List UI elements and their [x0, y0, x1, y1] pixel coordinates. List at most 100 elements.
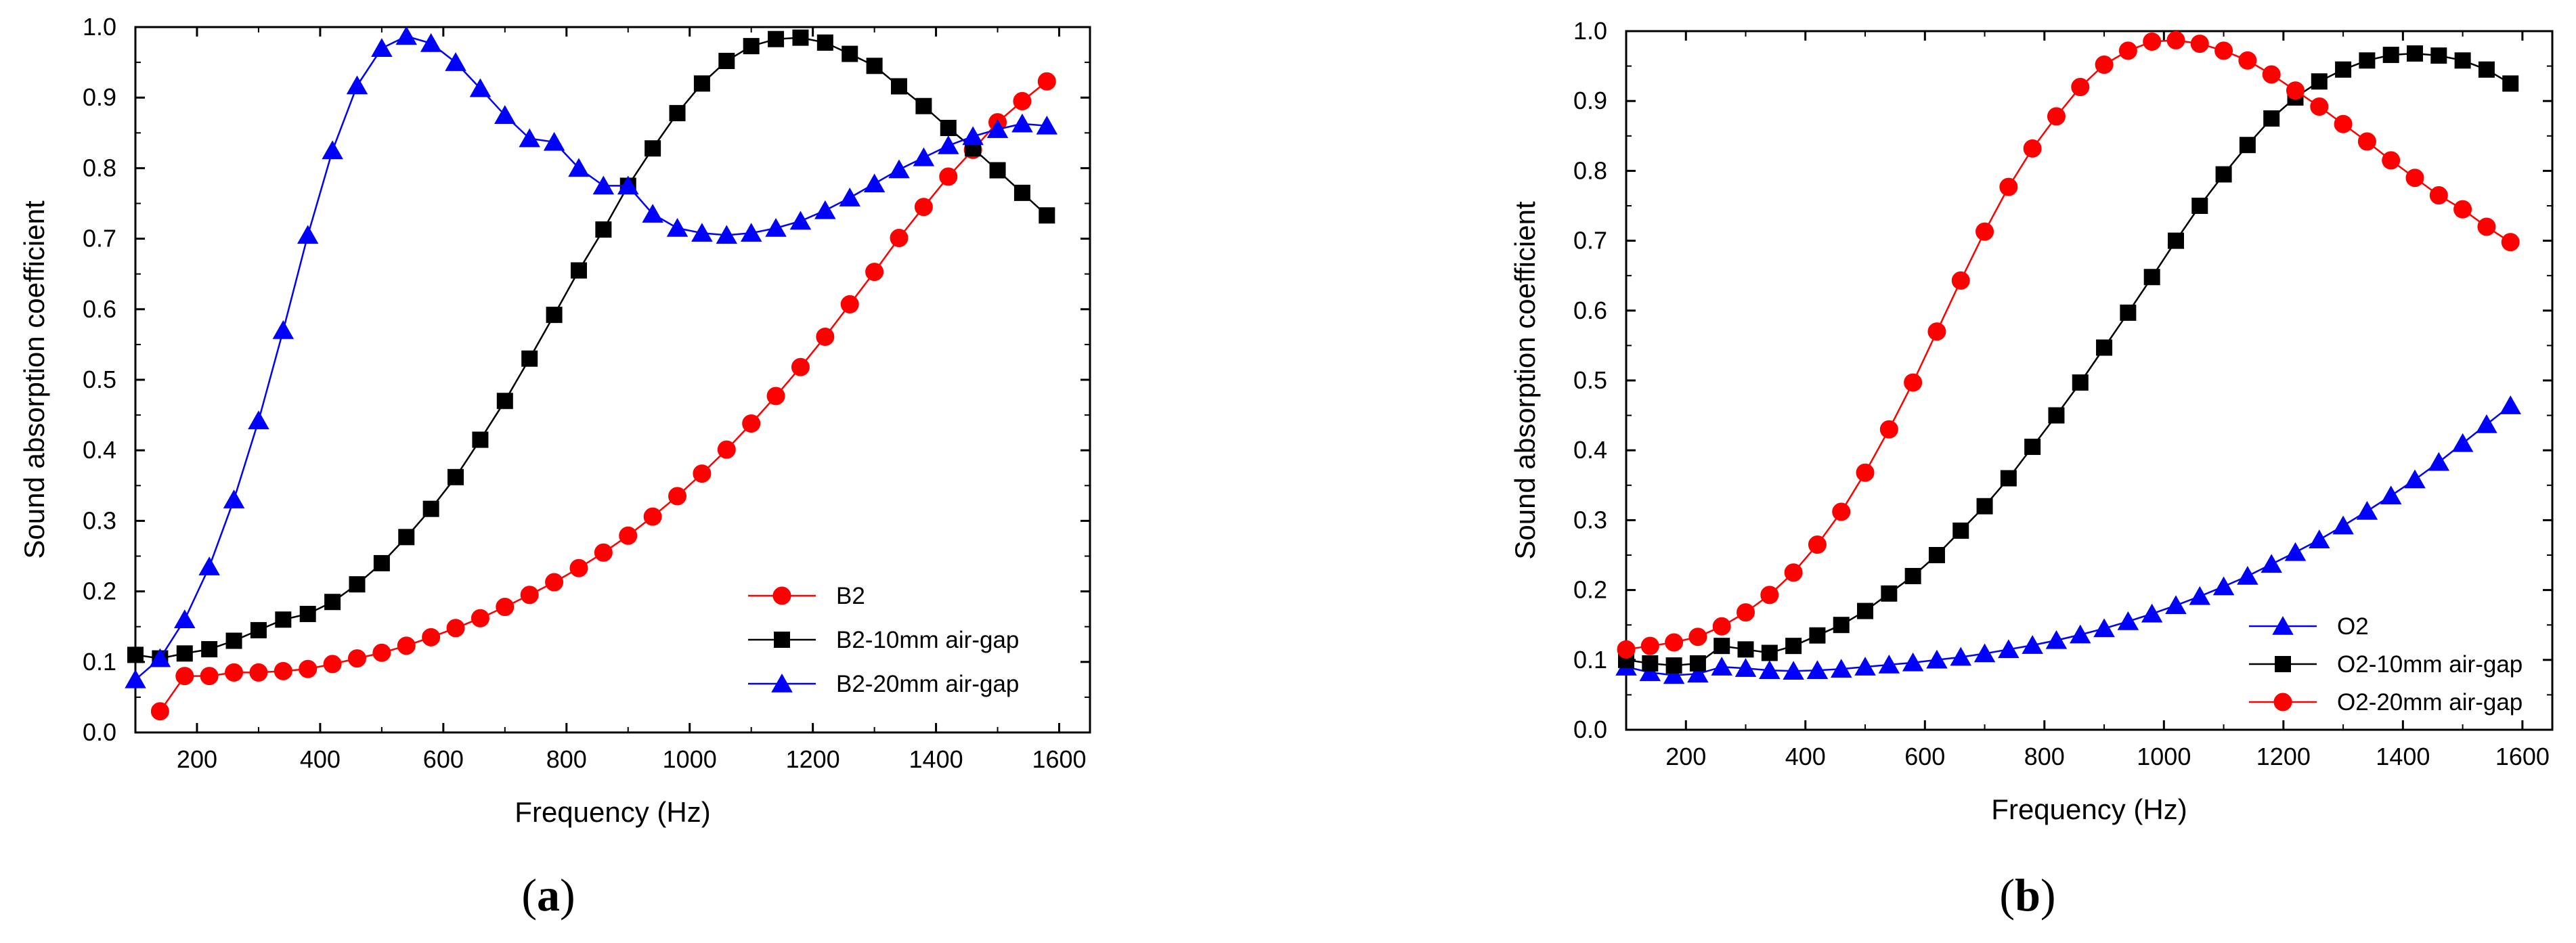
x-tick-label: 1200 [786, 745, 840, 773]
data-point [2118, 41, 2137, 60]
data-point [1857, 602, 1874, 619]
data-point [2407, 45, 2424, 62]
data-point [891, 78, 907, 95]
data-point [816, 34, 833, 51]
series-line [1625, 39, 2511, 651]
data-point [2356, 500, 2378, 520]
data-point [1037, 72, 1056, 91]
data-point [1904, 373, 1923, 392]
data-point [2382, 151, 2401, 170]
data-point [2189, 586, 2211, 605]
data-point [619, 526, 638, 545]
y-tick-label: 0.8 [1573, 156, 1607, 184]
y-tick-label: 0.3 [1573, 506, 1607, 533]
data-point [249, 663, 268, 682]
y-tick-label: 0.0 [1573, 716, 1607, 743]
data-point [2166, 30, 2185, 49]
data-point [986, 119, 1009, 138]
y-tick-label: 0.3 [83, 506, 116, 534]
data-point [2382, 47, 2399, 64]
data-point [1927, 322, 1946, 341]
data-point [2238, 51, 2257, 70]
y-tick-label: 1.0 [1573, 17, 1607, 45]
data-point [1665, 633, 1684, 652]
data-point [2380, 485, 2402, 505]
data-point [2359, 52, 2376, 69]
data-point [1713, 638, 1730, 655]
data-point [1856, 463, 1875, 482]
data-point [1973, 643, 1996, 663]
data-point [175, 667, 194, 686]
data-point [717, 440, 736, 459]
data-point [198, 556, 220, 575]
data-point [2072, 374, 2089, 391]
data-point [373, 554, 390, 571]
data-point [2451, 433, 2474, 452]
data-point [1878, 655, 1900, 674]
data-point [1952, 522, 1969, 539]
data-point [1039, 207, 1055, 224]
data-point [2476, 414, 2497, 433]
panel-caption: (b) [1999, 869, 2055, 921]
data-point [938, 135, 959, 154]
data-point [2284, 542, 2307, 561]
data-point [768, 30, 785, 47]
data-point [1011, 113, 1033, 133]
panel-caption: (a) [521, 869, 575, 921]
data-point [2045, 630, 2068, 649]
legend-marker [2272, 616, 2294, 635]
data-point [617, 175, 639, 195]
series-o2-20mm-air-gap [1617, 30, 2520, 659]
data-point [888, 159, 910, 179]
data-point [1687, 663, 1709, 683]
data-point [2071, 78, 2090, 97]
data-point [863, 173, 886, 193]
y-tick-label: 0.5 [83, 366, 116, 393]
data-point [127, 646, 144, 663]
y-tick-label: 0.1 [1573, 646, 1607, 674]
data-point [1904, 567, 1921, 584]
data-point [2214, 41, 2233, 60]
data-point [272, 320, 294, 339]
data-point [645, 140, 661, 157]
data-point [347, 649, 366, 668]
data-point [1639, 662, 1661, 682]
x-tick-label: 200 [177, 745, 217, 773]
data-point [592, 175, 615, 195]
data-point [422, 500, 439, 517]
data-point [2239, 137, 2256, 154]
data-point [125, 669, 146, 688]
x-tick-label: 600 [423, 745, 464, 773]
data-point [890, 229, 909, 248]
data-point [791, 357, 810, 376]
data-point [2357, 132, 2376, 151]
data-point [420, 32, 442, 52]
data-point [1830, 659, 1852, 678]
data-point [1833, 617, 1850, 634]
legend-label: B2-10mm air-gap [836, 627, 1019, 653]
data-point [469, 78, 492, 97]
data-point [176, 645, 193, 662]
data-point [494, 105, 516, 124]
legend-label: O2-20mm air-gap [2337, 689, 2523, 716]
legend-label: B2-20mm air-gap [836, 671, 1019, 697]
data-point [1881, 585, 1898, 602]
data-point [914, 198, 933, 217]
data-point [962, 126, 984, 146]
data-point [398, 529, 415, 546]
data-point [940, 120, 957, 137]
y-tick-label: 0.7 [1573, 227, 1607, 255]
data-point [223, 489, 245, 508]
data-point [2261, 554, 2282, 573]
data-point [569, 558, 588, 577]
chart-panel-b: 200 400 600 800 1000 1200 1400 1600 0.0 0.1 0.2 0.3… [1509, 17, 2554, 921]
series-o2-10mm-air-gap [1618, 45, 2519, 674]
data-point [2117, 611, 2139, 630]
data-point [718, 53, 735, 70]
y-tick-label: 0.4 [1573, 436, 1607, 464]
data-point [248, 410, 269, 430]
y-tick-label: 0.1 [83, 648, 116, 676]
data-point [150, 702, 169, 721]
data-point [839, 188, 860, 206]
data-point [2215, 166, 2232, 183]
